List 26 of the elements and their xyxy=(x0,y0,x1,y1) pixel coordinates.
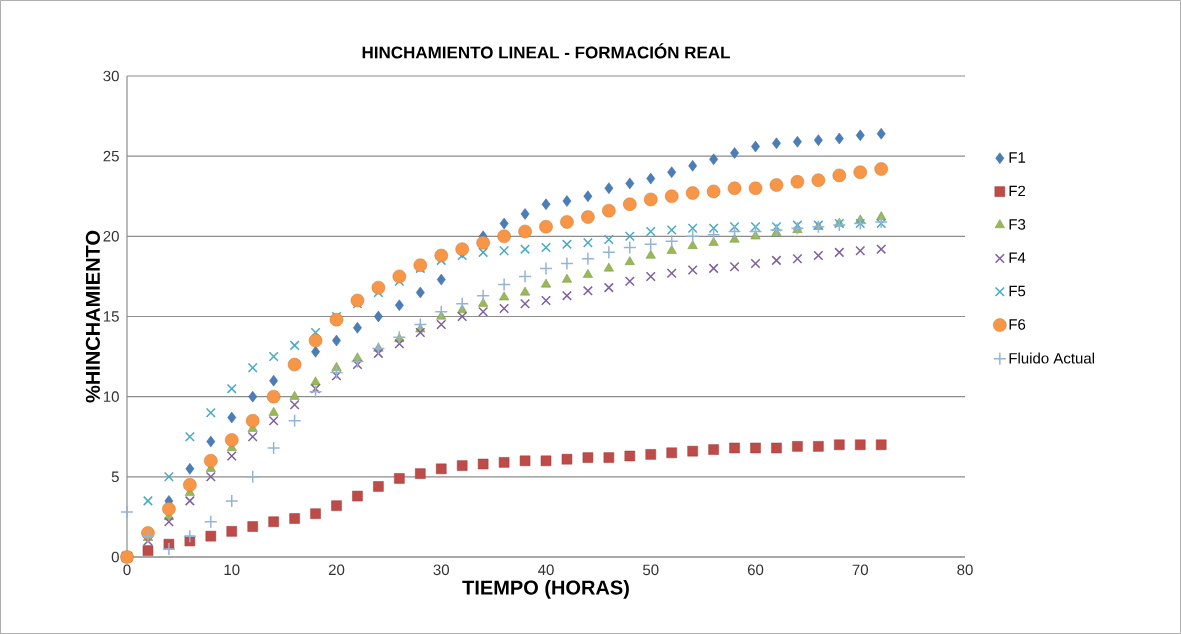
y-tick-label: 25 xyxy=(103,150,119,162)
legend-label: F3 xyxy=(1009,219,1026,230)
x-tick-label: 10 xyxy=(224,564,240,576)
x-tick-label: 20 xyxy=(328,564,345,576)
y-tick-label: 30 xyxy=(103,70,119,82)
y-axis-title: %HINCHAMIENTO xyxy=(85,230,100,403)
x-tick-label: 50 xyxy=(643,564,659,576)
y-tick-label: 15 xyxy=(103,311,119,322)
legend-label: F6 xyxy=(1009,319,1026,330)
legend-label: F2 xyxy=(1009,185,1026,197)
x-tick-label: 30 xyxy=(433,564,449,576)
x-tick-label: 60 xyxy=(747,564,764,576)
x-tick-label: 40 xyxy=(538,564,554,576)
legend-label: F1 xyxy=(1009,152,1026,163)
chart-title: HINCHAMIENTO LINEAL - FORMACIÓN REAL xyxy=(362,43,730,59)
x-tick-label: 80 xyxy=(957,564,973,576)
y-tick-label: 10 xyxy=(103,391,119,402)
x-axis-title: TIEMPO (HORAS) xyxy=(462,579,629,599)
y-tick-label: 20 xyxy=(103,231,119,242)
y-tick-label: 0 xyxy=(111,551,119,563)
y-tick-label: 5 xyxy=(111,471,119,483)
legend-label: F5 xyxy=(1009,285,1026,297)
legend-label: F4 xyxy=(1009,252,1026,263)
x-tick-label: 70 xyxy=(852,564,868,576)
legend-label: Fluido Actual xyxy=(1009,352,1095,364)
x-tick-label: 0 xyxy=(123,564,131,576)
